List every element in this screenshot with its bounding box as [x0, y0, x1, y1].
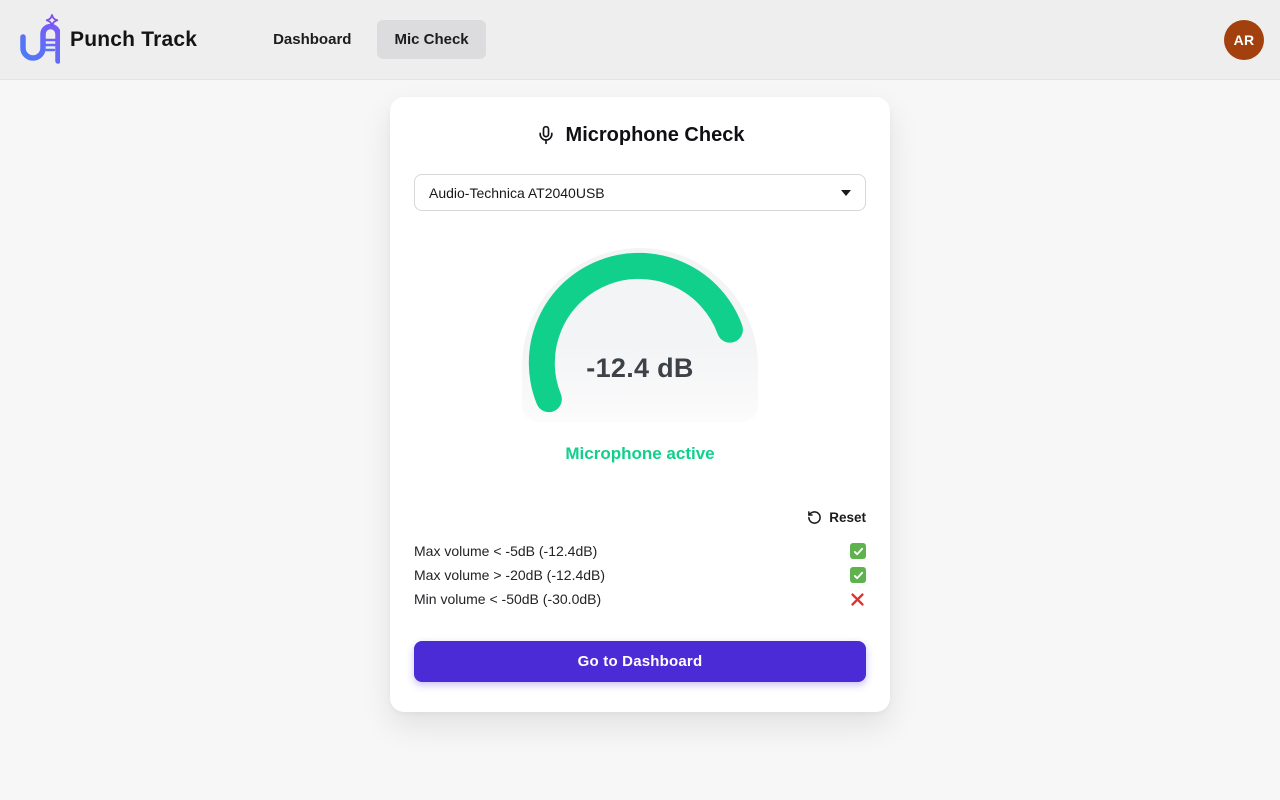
check-row: Max volume < -5dB (-12.4dB) — [414, 539, 866, 563]
reset-button[interactable]: Reset — [807, 506, 866, 529]
db-level-value: -12.4 dB — [586, 353, 694, 383]
page-title: Microphone Check — [565, 123, 745, 146]
user-avatar[interactable]: AR — [1224, 19, 1264, 60]
go-to-dashboard-button[interactable]: Go to Dashboard — [414, 641, 866, 682]
nav-dashboard[interactable]: Dashboard — [261, 21, 363, 58]
device-select-value: Audio-Technica AT2040USB — [429, 184, 605, 201]
brand: Punch Track — [16, 13, 197, 67]
check-row: Min volume < -50dB (-30.0dB) — [414, 587, 866, 611]
main-nav: Dashboard Mic Check — [261, 20, 486, 59]
app-header: Punch Track Dashboard Mic Check AR — [0, 0, 1280, 80]
gauge-wrap: -12.4 dB — [414, 248, 866, 422]
reset-ccw-icon — [808, 511, 822, 524]
device-select[interactable]: Audio-Technica AT2040USB — [414, 174, 866, 211]
volume-gauge: -12.4 dB — [522, 248, 758, 422]
nav-mic-check[interactable]: Mic Check — [377, 20, 486, 59]
check-list: Max volume < -5dB (-12.4dB) Max volume >… — [414, 539, 866, 611]
check-fail-icon — [851, 592, 864, 606]
mic-status-text: Microphone active — [565, 444, 715, 463]
app-title: Punch Track — [70, 27, 198, 51]
gauge-arc — [528, 252, 743, 413]
reset-label: Reset — [829, 510, 866, 525]
punch-track-logo-icon — [20, 13, 60, 64]
check-label: Max volume < -5dB (-12.4dB) — [414, 543, 598, 559]
check-pass-icon — [850, 567, 866, 583]
microphone-icon — [538, 125, 553, 145]
card-title-row: Microphone Check — [414, 121, 866, 149]
check-label: Min volume < -50dB (-30.0dB) — [414, 591, 602, 607]
main-content: Microphone Check Audio-Technica AT2040US… — [0, 80, 1280, 712]
chevron-down-icon — [841, 189, 851, 196]
check-row: Max volume > -20dB (-12.4dB) — [414, 563, 866, 587]
mic-check-card: Microphone Check Audio-Technica AT2040US… — [390, 97, 890, 712]
check-pass-icon — [850, 543, 866, 559]
reset-row: Reset — [414, 506, 866, 529]
check-label: Max volume > -20dB (-12.4dB) — [414, 567, 606, 583]
